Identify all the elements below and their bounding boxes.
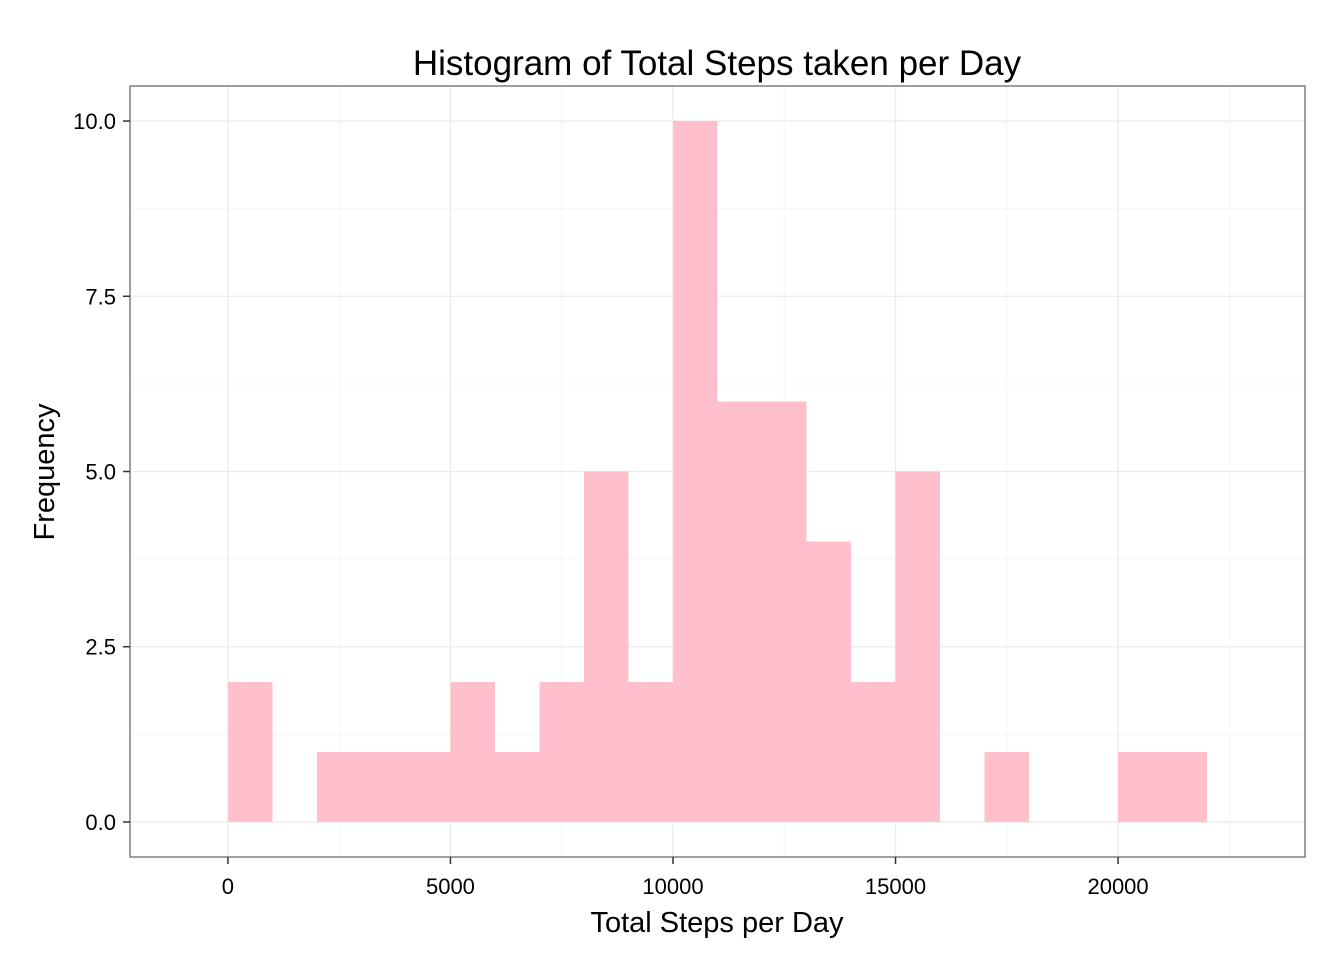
- y-tick-label: 10.0: [73, 109, 116, 134]
- histogram-bar: [1162, 751, 1208, 822]
- histogram-bar: [672, 121, 718, 822]
- histogram-bar: [895, 471, 941, 822]
- y-axis-title: Frequency: [29, 403, 61, 541]
- y-tick-label: 7.5: [85, 284, 116, 309]
- histogram-bar: [717, 401, 763, 822]
- histogram-bar: [628, 681, 673, 822]
- chart-title: Histogram of Total Steps taken per Day: [413, 44, 1022, 83]
- histogram-bar: [984, 751, 1030, 822]
- x-axis-title: Total Steps per Day: [590, 907, 844, 939]
- histogram-bar: [494, 751, 540, 822]
- histogram-bar: [405, 751, 451, 822]
- x-tick-label: 0: [222, 874, 234, 899]
- x-tick-label: 20000: [1087, 874, 1148, 899]
- histogram-bar: [316, 751, 362, 822]
- histogram-bar: [450, 681, 495, 822]
- y-tick-label: 2.5: [85, 635, 116, 660]
- axis-ticks: [123, 120, 1119, 864]
- histogram-bar: [583, 471, 629, 822]
- histogram-bar: [851, 681, 896, 822]
- x-tick-label: 15000: [865, 874, 926, 899]
- y-tick-label: 0.0: [85, 810, 116, 835]
- histogram-bar: [539, 681, 584, 822]
- histogram-bar: [361, 751, 406, 822]
- histogram-bar: [762, 401, 807, 822]
- x-tick-label: 10000: [642, 874, 703, 899]
- histogram-bar: [806, 541, 852, 822]
- histogram-bars: [227, 121, 1208, 822]
- histogram-bar: [227, 681, 273, 822]
- x-axis-tick-labels: 0 5000 10000 15000 20000: [222, 874, 1149, 899]
- histogram-bar: [1118, 751, 1163, 822]
- y-tick-label: 5.0: [85, 460, 116, 485]
- x-tick-label: 5000: [426, 874, 475, 899]
- y-axis-tick-labels: 0.0 2.5 5.0 7.5 10.0: [73, 109, 116, 835]
